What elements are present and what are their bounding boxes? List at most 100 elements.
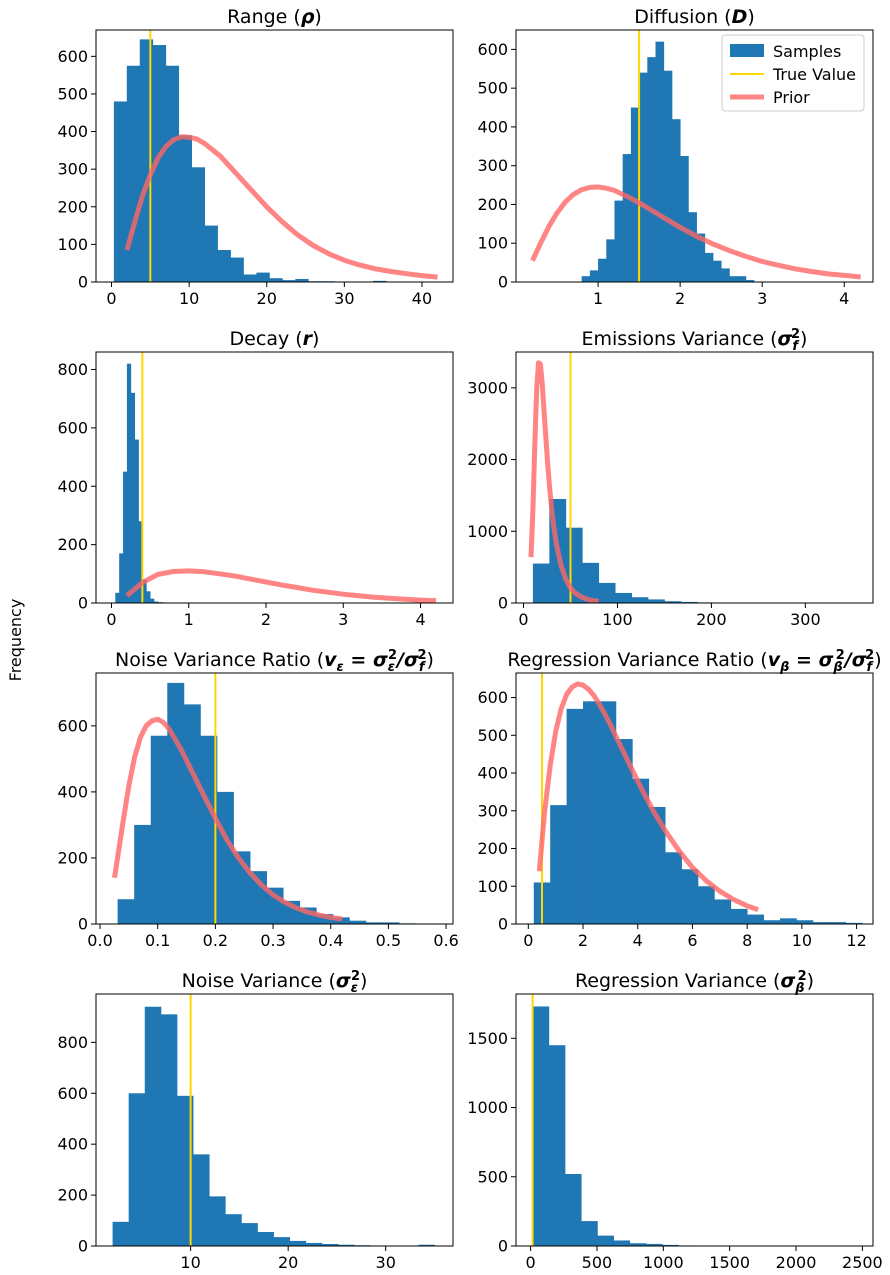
- legend-item: Prior: [730, 88, 810, 107]
- x-tick-label: 2500: [842, 1253, 883, 1272]
- histogram-bar: [225, 1214, 242, 1246]
- histogram-bar: [613, 1240, 631, 1246]
- histogram-bar: [289, 1240, 307, 1246]
- histogram-bar: [704, 252, 714, 282]
- legend-label: Samples: [773, 42, 841, 61]
- histogram-bar: [138, 521, 143, 603]
- histogram-bar: [269, 278, 283, 282]
- histogram-bar: [597, 1235, 614, 1246]
- histogram-bar: [126, 65, 141, 282]
- histogram-bar: [321, 1243, 339, 1246]
- histogram-bars: [115, 363, 166, 603]
- histogram-bar: [126, 363, 132, 603]
- x-tick-label: 0: [523, 931, 533, 950]
- y-tick-label: 0: [498, 915, 508, 934]
- x-tick-label: 20: [278, 1253, 298, 1272]
- histogram-bar: [645, 1243, 663, 1246]
- y-tick-label: 800: [57, 1033, 88, 1052]
- x-tick-label: 0.2: [203, 931, 228, 950]
- x-tick-label: 2000: [776, 1253, 817, 1272]
- histogram-bar: [243, 274, 257, 282]
- y-tick-label: 0: [498, 594, 508, 613]
- axes-frame: [515, 993, 874, 1247]
- y-tick-label: 0: [78, 915, 88, 934]
- histogram-bar: [316, 914, 334, 924]
- y-tick-label: 0: [78, 273, 88, 292]
- subplot-title: Range (ρ): [227, 6, 322, 28]
- histogram-bar: [763, 920, 781, 924]
- histogram-bar: [123, 471, 128, 603]
- x-tick-label: 1500: [709, 1253, 750, 1272]
- histogram-bar: [671, 119, 681, 282]
- histogram-bar: [796, 920, 814, 924]
- histogram-bar: [647, 57, 656, 282]
- histogram-bar: [532, 1006, 550, 1246]
- histogram-bar: [680, 156, 689, 282]
- x-tick-label: 12: [846, 931, 866, 950]
- histogram-bars: [113, 39, 387, 282]
- y-tick-label: 300: [477, 801, 508, 820]
- x-tick-label: 3: [757, 289, 767, 308]
- histogram-bar: [134, 824, 152, 924]
- histogram-bar: [647, 599, 665, 603]
- histogram-bar: [167, 682, 185, 924]
- histogram-bar: [583, 701, 600, 924]
- histogram-bar: [150, 598, 155, 603]
- subplot-3: 0 1 2 3 4 0 200 400 600 800 Decay (r): [57, 328, 454, 629]
- y-tick-label: 600: [477, 40, 508, 59]
- x-tick-label: 0.5: [376, 931, 401, 950]
- histogram-bars: [532, 499, 863, 603]
- histogram-bar: [117, 899, 135, 924]
- x-tick-label: 2: [675, 289, 685, 308]
- histogram-bar: [200, 735, 218, 924]
- histogram-bar: [532, 563, 550, 603]
- histogram-bar: [418, 1244, 435, 1246]
- histogram-bar: [373, 280, 387, 282]
- histogram-bar: [349, 920, 367, 924]
- histogram-bar: [230, 257, 244, 282]
- x-tick-label: 10: [179, 289, 199, 308]
- histogram-bar: [812, 922, 830, 924]
- y-tick-label: 600: [57, 716, 88, 735]
- histogram-bar: [714, 899, 732, 924]
- histogram-bar: [119, 553, 124, 603]
- x-tick-label: 1000: [643, 1253, 684, 1272]
- histogram-bar: [696, 233, 706, 282]
- subplot-8: 0 500 1000 1500 2000 2500 0 500 1000 1500 Regressi…: [467, 969, 882, 1272]
- x-tick-label: 4: [415, 610, 425, 629]
- y-tick-label: 1000: [467, 522, 508, 541]
- y-tick-label: 200: [57, 848, 88, 867]
- subplot-title: Decay (r): [230, 328, 320, 350]
- histogram-bar: [599, 701, 617, 924]
- histogram-bar: [615, 739, 633, 924]
- prior-curve: [124, 134, 438, 280]
- legend-label: Prior: [773, 88, 810, 107]
- y-tick-label: 0: [78, 1237, 88, 1256]
- x-tick-label: 300: [790, 610, 821, 629]
- histogram-bar: [581, 276, 591, 282]
- histogram-bar: [614, 200, 624, 282]
- histogram-bar: [257, 1232, 274, 1246]
- histogram-bar: [128, 1093, 146, 1246]
- histogram-bar: [216, 791, 234, 924]
- y-tick-label: 100: [477, 234, 508, 253]
- histogram-bar: [737, 276, 747, 282]
- histogram-bar: [697, 886, 715, 924]
- y-tick-label: 400: [57, 1135, 88, 1154]
- x-tick-label: 10: [180, 1253, 200, 1272]
- histogram-bar: [209, 1196, 226, 1246]
- y-tick-label: 200: [477, 195, 508, 214]
- prior-curve: [528, 360, 600, 603]
- x-tick-label: 30: [376, 1253, 396, 1272]
- prior-curve: [530, 184, 861, 280]
- histogram-bar: [598, 582, 616, 603]
- histogram-bar: [153, 601, 159, 603]
- x-tick-label: 0: [518, 610, 528, 629]
- histogram-bar: [204, 225, 218, 282]
- prior-curve: [112, 716, 343, 922]
- x-tick-label: 10: [792, 931, 812, 950]
- histogram-bar: [305, 1242, 323, 1246]
- histogram-bar: [282, 280, 296, 282]
- subplot-title: Regression Variance Ratio (vβ = σβ2/σf2): [507, 648, 881, 675]
